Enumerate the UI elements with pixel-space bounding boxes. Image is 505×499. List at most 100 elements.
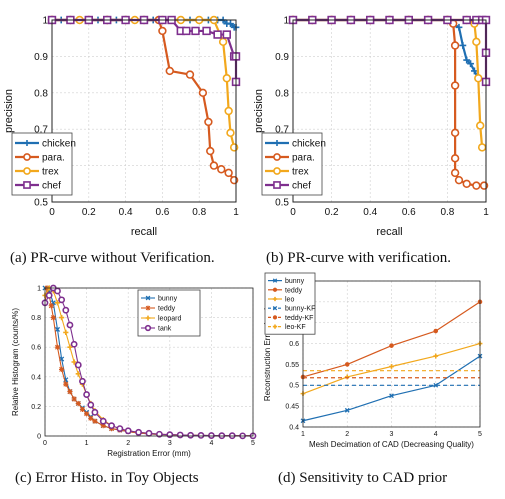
- legend-label: leo: [285, 296, 294, 303]
- legend-label: chef: [42, 181, 61, 192]
- x-tick-label: 5: [478, 431, 482, 438]
- data-point: [83, 391, 90, 398]
- data-point: [476, 121, 485, 130]
- legend-marker: [273, 153, 281, 161]
- data-point: [176, 431, 184, 439]
- x-axis-label: Mesh Decimation of CAD (Decreasing Quali…: [309, 440, 474, 449]
- legend-marker: [272, 296, 278, 302]
- data-point: [204, 117, 213, 127]
- x-tick-label: 1: [483, 207, 489, 218]
- y-tick-label: 0.9: [275, 52, 289, 63]
- data-point: [50, 315, 56, 321]
- data-point: [474, 74, 483, 83]
- caption-d: (d) Sensitivity to CAD prior: [278, 470, 448, 486]
- x-tick-label: 3: [390, 431, 394, 438]
- legend-marker: [23, 139, 31, 147]
- data-point: [185, 70, 195, 79]
- legend-label: teddy: [158, 305, 176, 312]
- y-tick-label: 0.8: [275, 88, 289, 99]
- y-tick-label: 1: [37, 285, 41, 292]
- legend-marker: [144, 324, 152, 332]
- legend: bunny teddy leo bunny-KF teddy-KF leo-KF: [264, 272, 316, 335]
- legend: chicken para. trex chef: [11, 132, 76, 196]
- x-tick-label: 4: [209, 440, 213, 447]
- legend-label: chicken: [42, 139, 76, 150]
- data-point: [62, 306, 70, 314]
- data-point: [209, 161, 219, 170]
- data-point: [116, 425, 124, 432]
- data-point: [450, 168, 460, 178]
- pr-curve-without-verification-chart: 00.20.40.60.810.50.60.70.80.91recallprec…: [3, 16, 241, 238]
- plot-frame: [302, 280, 481, 428]
- data-point: [100, 423, 106, 429]
- data-point: [54, 300, 61, 306]
- data-point: [71, 396, 77, 402]
- data-point: [217, 165, 226, 174]
- y-axis-label: precision: [3, 89, 15, 133]
- data-point: [63, 381, 69, 387]
- data-point: [166, 431, 174, 439]
- legend-label: leo-KF: [285, 324, 306, 331]
- data-point: [224, 168, 233, 178]
- legend-label: bunny: [158, 295, 178, 302]
- data-point: [344, 362, 350, 367]
- y-tick-label: 0.6: [31, 345, 41, 352]
- chart-panel-a: 00.20.40.60.810.50.60.70.80.91recallprec…: [0, 0, 252, 245]
- y-tick-label: 0.4: [31, 374, 41, 381]
- pr-curve-with-verification-chart: 00.20.40.60.810.50.60.70.80.91recallprec…: [253, 16, 491, 238]
- chart-panel-c: 0 1 2 3 4 5 0 0.2 0.4 0.6 0.8 1 Registration Error (…: [0, 280, 262, 460]
- x-tick-label: 2: [126, 440, 130, 447]
- legend-label: tank: [158, 325, 172, 332]
- data-point: [344, 374, 350, 380]
- data-point: [59, 366, 65, 372]
- data-point: [459, 42, 467, 49]
- data-point: [79, 377, 86, 385]
- y-tick-label: 0.6: [289, 341, 299, 348]
- data-point: [433, 328, 439, 334]
- data-point: [48, 303, 54, 309]
- x-tick-label: 0: [290, 207, 296, 218]
- x-tick-label: 0.8: [192, 207, 206, 218]
- legend-marker: [272, 324, 278, 329]
- data-point: [389, 343, 394, 348]
- data-point: [191, 26, 200, 36]
- legend-box: [264, 272, 316, 335]
- y-tick-label: 0.8: [31, 315, 41, 322]
- data-point: [59, 315, 65, 321]
- data-point: [389, 393, 394, 399]
- legend-marker: [145, 305, 151, 311]
- x-tick-label: 0.4: [363, 207, 377, 218]
- legend-label: teddy-KF: [285, 315, 313, 322]
- data-point: [63, 329, 69, 335]
- data-point: [84, 411, 90, 417]
- x-tick-label: 0.6: [155, 207, 169, 218]
- data-point: [450, 41, 460, 50]
- legend-marker: [273, 139, 281, 147]
- data-point: [213, 30, 222, 39]
- legend-marker: [273, 167, 281, 175]
- data-point: [99, 417, 107, 425]
- legend-label: bunny: [285, 278, 305, 285]
- plot-frame: [292, 19, 487, 203]
- legend: chicken para. trex chef: [261, 132, 326, 196]
- data-point: [165, 66, 174, 76]
- data-point: [67, 344, 73, 350]
- data-point: [218, 37, 228, 47]
- data-point: [124, 427, 132, 435]
- data-point: [471, 67, 478, 75]
- plot-area: [52, 20, 236, 202]
- data-point: [108, 422, 115, 430]
- data-point: [92, 418, 98, 424]
- x-tick-label: 0: [49, 207, 55, 218]
- x-tick-label: 4: [434, 431, 438, 438]
- data-point: [66, 321, 74, 329]
- data-point: [54, 287, 61, 295]
- y-tick-label: 1: [283, 16, 289, 27]
- legend-label: para.: [42, 153, 65, 164]
- data-point: [145, 429, 153, 437]
- data-point: [344, 407, 350, 413]
- x-tick-label: 1: [233, 207, 239, 218]
- data-point: [71, 359, 77, 365]
